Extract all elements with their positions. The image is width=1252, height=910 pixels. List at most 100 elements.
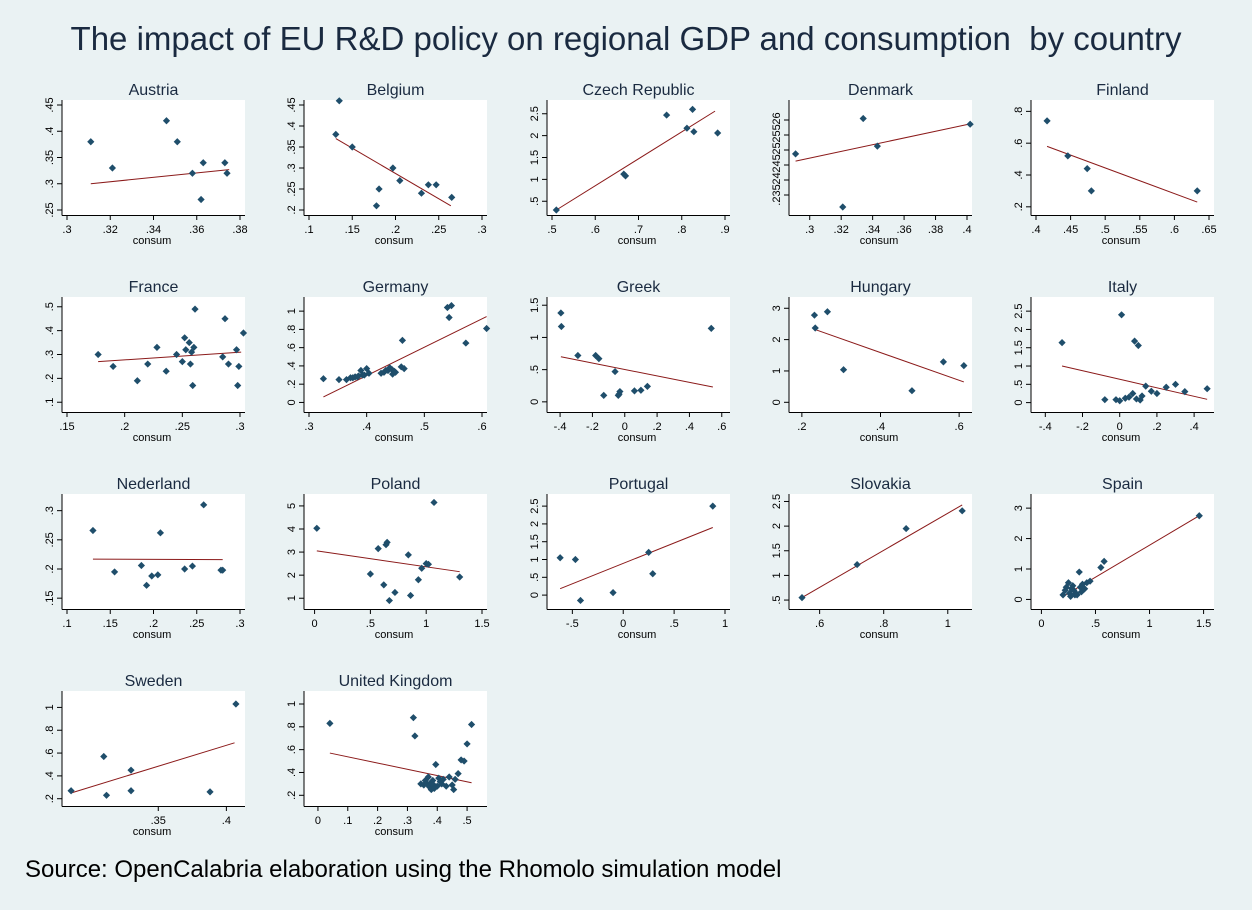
y-tick-label: 0 bbox=[771, 399, 783, 405]
plot-area bbox=[547, 297, 730, 412]
data-point bbox=[429, 776, 437, 785]
data-point bbox=[690, 128, 698, 136]
fit-line bbox=[92, 558, 223, 561]
fit-line bbox=[70, 742, 235, 794]
data-point bbox=[391, 368, 400, 376]
data-point bbox=[133, 377, 141, 385]
panel-spain: Spain 0 .5 1 1.5 0 1 2 3 consum bbox=[1013, 476, 1214, 641]
y-tick-label: 2 bbox=[771, 523, 783, 529]
x-tick-label: 1 bbox=[423, 618, 429, 630]
x-tick-label: 0 bbox=[1117, 421, 1123, 433]
data-point bbox=[1130, 337, 1139, 345]
x-tick-label: .4 bbox=[433, 815, 442, 827]
data-point bbox=[102, 791, 111, 799]
x-tick-label: .3 bbox=[235, 421, 244, 433]
data-point bbox=[552, 206, 560, 214]
source-note: Source: OpenCalabria elaboration using t… bbox=[25, 856, 782, 883]
x-tick-label: .38 bbox=[928, 224, 943, 236]
x-tick-label: .36 bbox=[189, 224, 204, 236]
fit-line bbox=[316, 550, 460, 573]
plot-area bbox=[62, 100, 245, 215]
x-tick-label: .1 bbox=[304, 224, 313, 236]
data-point bbox=[153, 343, 161, 351]
fit-line bbox=[335, 138, 452, 207]
fit-line bbox=[815, 329, 965, 383]
data-point bbox=[823, 308, 832, 316]
data-point bbox=[595, 355, 603, 363]
y-tick-label: .6 bbox=[1013, 139, 1025, 148]
data-point bbox=[108, 164, 117, 172]
data-point bbox=[354, 372, 363, 380]
x-tick-label: .3 bbox=[805, 224, 814, 236]
x-tick-label: 0 bbox=[620, 618, 626, 630]
data-point bbox=[460, 757, 468, 765]
data-point bbox=[1195, 512, 1203, 520]
plot-area bbox=[304, 297, 487, 412]
panel-italy: Italy -.4 -.2 0 .2 .4 0 .5 1 1.5 2 2.5 consum bbox=[1013, 279, 1214, 444]
y-tick-label: .4 bbox=[44, 326, 56, 335]
x-tick-label: .2 bbox=[373, 815, 382, 827]
panel-austria: Austria .3 .32 .34 .36 .38 .25 .3 .35 .4 .45 consum bbox=[44, 82, 248, 247]
data-point bbox=[714, 129, 722, 137]
x-tick-label: 0 bbox=[1038, 618, 1044, 630]
x-axis-label: consum bbox=[1102, 235, 1141, 247]
data-point bbox=[418, 564, 426, 572]
data-point bbox=[426, 783, 434, 791]
data-point bbox=[637, 386, 645, 394]
y-tick-label: 1 bbox=[771, 368, 783, 374]
y-tick-label: 3 bbox=[771, 305, 783, 311]
y-tick-label: .2 bbox=[286, 791, 298, 800]
data-point bbox=[127, 766, 135, 774]
panel-title: Austria bbox=[129, 82, 179, 99]
data-point bbox=[630, 387, 639, 395]
panel-title: Belgium bbox=[367, 82, 425, 99]
x-tick-label: .4 bbox=[876, 421, 885, 433]
data-point bbox=[557, 309, 565, 317]
y-tick-label: .5 bbox=[1013, 380, 1025, 389]
data-point bbox=[1142, 382, 1150, 390]
data-point bbox=[462, 339, 470, 347]
data-point bbox=[432, 181, 440, 189]
data-point bbox=[709, 502, 717, 510]
x-axis-label: consum bbox=[618, 629, 657, 641]
panel-title: Poland bbox=[371, 476, 421, 493]
data-point bbox=[409, 714, 417, 722]
panel-title: Hungary bbox=[850, 279, 910, 296]
data-point bbox=[688, 105, 697, 113]
x-axis-label: consum bbox=[133, 432, 172, 444]
y-tick-label: .25 bbox=[44, 202, 56, 217]
x-tick-label: .3 bbox=[235, 618, 244, 630]
data-point bbox=[388, 365, 396, 374]
y-tick-label: .5 bbox=[771, 595, 783, 604]
x-tick-label: 1 bbox=[945, 618, 951, 630]
data-point bbox=[219, 353, 227, 361]
x-tick-label: .2 bbox=[652, 421, 661, 433]
y-tick-label: .15 bbox=[44, 591, 56, 606]
x-tick-label: .25 bbox=[175, 421, 190, 433]
y-tick-label: 1.5 bbox=[529, 298, 541, 313]
y-tick-label: 2 bbox=[529, 521, 541, 527]
panel-nederland: Nederland .1 .15 .2 .25 .3 .15 .2 .25 .3 consum bbox=[44, 476, 245, 641]
data-point bbox=[67, 787, 75, 795]
x-axis-label: consum bbox=[133, 235, 172, 247]
x-tick-label: .38 bbox=[232, 224, 247, 236]
x-tick-label: .2 bbox=[391, 224, 400, 236]
data-point bbox=[224, 360, 233, 368]
data-point bbox=[1101, 396, 1109, 404]
data-point bbox=[643, 382, 651, 390]
data-point bbox=[366, 570, 374, 578]
x-tick-label: .6 bbox=[1170, 224, 1179, 236]
data-point bbox=[127, 787, 135, 795]
x-tick-label: .5 bbox=[1091, 618, 1100, 630]
data-point bbox=[611, 367, 619, 376]
data-point bbox=[89, 526, 97, 535]
data-point bbox=[363, 365, 371, 373]
data-point bbox=[385, 596, 393, 605]
x-tick-label: .2 bbox=[120, 421, 129, 433]
y-tick-label: 3 bbox=[286, 549, 298, 555]
panel-title: Spain bbox=[1102, 476, 1143, 493]
x-axis-label: consum bbox=[375, 432, 414, 444]
data-point bbox=[798, 593, 806, 602]
data-point bbox=[137, 561, 145, 570]
x-tick-label: .5 bbox=[547, 224, 556, 236]
